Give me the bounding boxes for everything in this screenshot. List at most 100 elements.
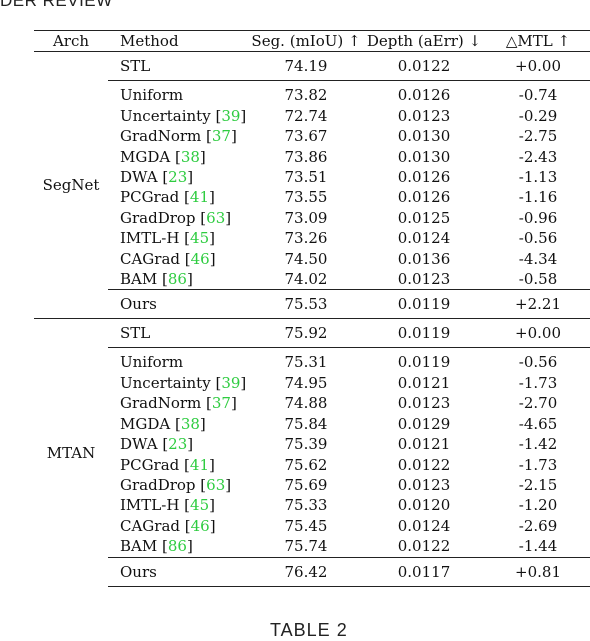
seg-value: 75.53 (250, 289, 362, 319)
method-cell: MGDA [38] (120, 147, 206, 166)
citation-link[interactable]: 63 (206, 208, 226, 227)
depth-value: 0.0123 (397, 106, 451, 125)
method-name: BAM (120, 537, 162, 556)
citation-link[interactable]: 38 (180, 414, 200, 433)
citation-link[interactable]: 38 (180, 147, 200, 166)
mtl-value: +0.00 (486, 51, 590, 82)
citation-link[interactable]: 37 (211, 127, 231, 146)
citation-link[interactable]: 45 (190, 496, 210, 515)
seg-value: 72.74 (284, 106, 328, 125)
table-row: SegNet STL 74.19 0.0122 +0.00 (34, 51, 590, 319)
depth-value: 0.0130 (397, 147, 451, 166)
depth-value: 0.0123 (397, 270, 451, 289)
results-table: Arch Method Seg. (mIoU) ↑ Depth (aErr) ↓… (34, 29, 590, 587)
method-cell: GradDrop [63] (120, 475, 232, 494)
table-row: Ours 76.42 0.0117 +0.81 (34, 556, 590, 587)
mtl-value: -1.42 (518, 435, 558, 454)
method-cell: STL (108, 51, 250, 82)
table-row: IMTL-H [45] 75.33 0.0120 -1.20 (34, 495, 590, 515)
method-cell: PCGrad [41] (120, 455, 215, 474)
mtl-value: -1.20 (518, 496, 558, 515)
method-cell: PCGrad [41] (120, 188, 215, 207)
citation-link[interactable]: 86 (167, 270, 187, 289)
method-name: MGDA (120, 147, 175, 166)
seg-value: 75.84 (284, 414, 328, 433)
method-cell: Uncertainty [39] (120, 373, 247, 392)
method-name: GradDrop (120, 475, 201, 494)
citation-link[interactable]: 46 (190, 249, 210, 268)
method-name: GradDrop (120, 208, 201, 227)
method-name: Uncertainty (120, 373, 216, 392)
depth-value: 0.0130 (397, 127, 451, 146)
seg-value: 73.09 (284, 208, 328, 227)
citation-link[interactable]: 45 (190, 229, 210, 248)
table-row: GradNorm [37] 73.67 0.0130 -2.75 (34, 126, 590, 146)
seg-value: 73.26 (284, 229, 328, 248)
citation-link[interactable]: 41 (189, 455, 209, 474)
header-depth: Depth (aErr) ↓ (362, 29, 486, 53)
table-row: MGDA [38] 73.86 0.0130 -2.43 (34, 147, 590, 167)
method-name: MGDA (120, 414, 175, 433)
method-cell: BAM [86] (120, 537, 193, 556)
citation-link[interactable]: 41 (189, 188, 209, 207)
table-row: MGDA [38] 75.84 0.0129 -4.65 (34, 414, 590, 434)
seg-value: 75.39 (284, 435, 328, 454)
method-cell: Uniform (108, 81, 250, 106)
table-row: GradDrop [63] 73.09 0.0125 -0.96 (34, 208, 590, 228)
depth-value: 0.0119 (397, 353, 451, 372)
mtl-value: -1.16 (518, 188, 558, 207)
table-row: DWA [23] 75.39 0.0121 -1.42 (34, 434, 590, 454)
method-cell: DWA [23] (120, 168, 194, 187)
seg-value: 73.67 (284, 127, 328, 146)
header-row: Arch Method Seg. (mIoU) ↑ Depth (aErr) ↓… (34, 29, 590, 53)
method-cell: GradNorm [37] (120, 394, 237, 413)
mtl-value: -0.74 (518, 86, 558, 105)
citation-link[interactable]: 23 (168, 435, 188, 454)
table-row: PCGrad [41] 75.62 0.0122 -1.73 (34, 455, 590, 475)
arch-label: MTAN (34, 318, 108, 587)
table-row: Uniform 73.82 0.0126 -0.74 (34, 81, 590, 106)
citation-link[interactable]: 86 (167, 537, 187, 556)
method-name: GradNorm (120, 127, 207, 146)
header-mtl: △MTL ↑ (486, 29, 590, 53)
method-cell: DWA [23] (120, 435, 194, 454)
citation-link[interactable]: 39 (221, 373, 241, 392)
citation-link[interactable]: 23 (168, 168, 188, 187)
table-row: PCGrad [41] 73.55 0.0126 -1.16 (34, 187, 590, 207)
table-caption: TABLE 2 (270, 620, 348, 640)
table-row: GradDrop [63] 75.69 0.0123 -2.15 (34, 475, 590, 495)
depth-value: 0.0121 (397, 435, 451, 454)
citation-link[interactable]: 39 (221, 106, 241, 125)
header-arch: Arch (34, 29, 108, 53)
depth-value: 0.0129 (397, 414, 451, 433)
depth-value: 0.0122 (362, 51, 486, 82)
method-name: DWA (120, 168, 163, 187)
method-name: Uniform (120, 353, 184, 372)
method-name: STL (120, 324, 151, 343)
table-row: BAM [86] 74.02 0.0123 -0.58 (34, 269, 590, 290)
arch-label: SegNet (34, 51, 108, 319)
method-cell: Ours (108, 289, 250, 319)
citation-link[interactable]: 37 (211, 394, 231, 413)
mtl-value: +2.21 (486, 289, 590, 319)
method-name: STL (120, 57, 151, 76)
depth-value: 0.0120 (397, 496, 451, 515)
method-name: Uncertainty (120, 106, 216, 125)
table-row: DWA [23] 73.51 0.0126 -1.13 (34, 167, 590, 187)
header-method: Method (108, 29, 250, 53)
seg-value: 75.45 (284, 516, 328, 535)
citation-link[interactable]: 46 (190, 516, 210, 535)
seg-value: 75.62 (284, 455, 328, 474)
method-name: IMTL-H (120, 496, 185, 515)
mtl-value: +0.81 (486, 556, 590, 587)
seg-value: 75.31 (284, 353, 328, 372)
depth-value: 0.0123 (397, 475, 451, 494)
depth-value: 0.0126 (397, 86, 451, 105)
depth-value: 0.0126 (397, 188, 451, 207)
citation-link[interactable]: 63 (206, 475, 226, 494)
seg-value: 73.51 (284, 168, 328, 187)
method-cell: Uncertainty [39] (120, 106, 247, 125)
depth-value: 0.0117 (362, 556, 486, 587)
method-cell: IMTL-H [45] (120, 229, 215, 248)
table-row: Uniform 75.31 0.0119 -0.56 (34, 348, 590, 373)
